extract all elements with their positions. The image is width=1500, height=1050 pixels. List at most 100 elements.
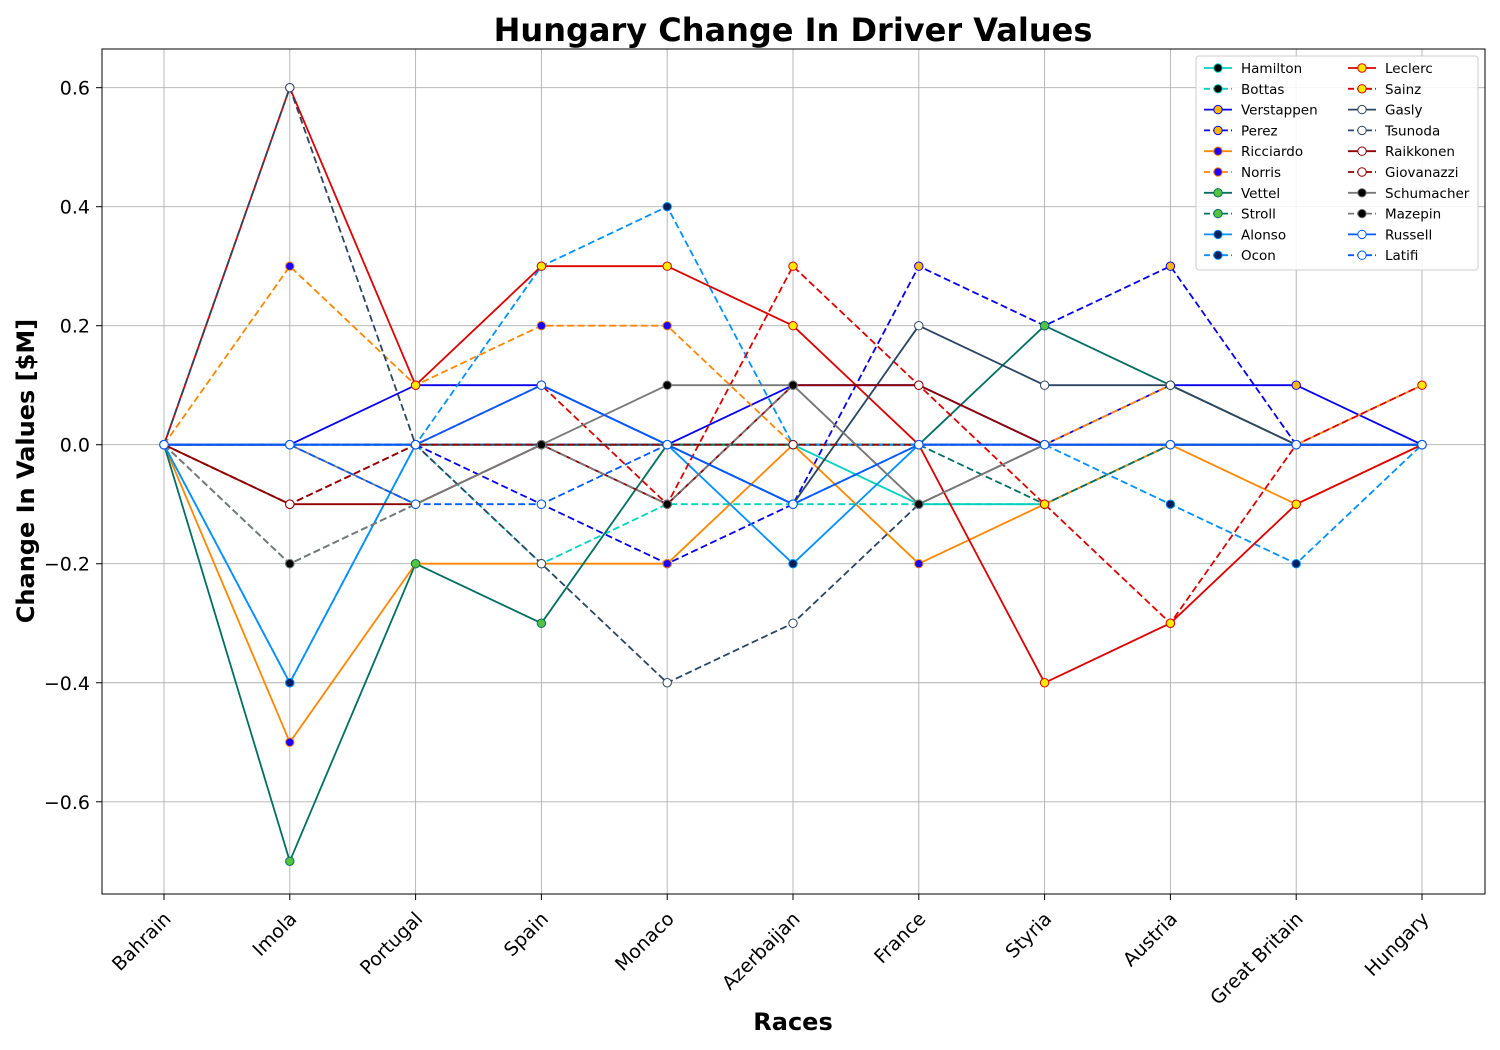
legend-marker <box>1357 125 1367 136</box>
x-tick-label: Spain <box>500 908 553 961</box>
legend-marker <box>1357 229 1367 240</box>
legend-entry: Latifi <box>1348 248 1418 264</box>
data-point-alonso <box>788 559 798 569</box>
legend-marker <box>1357 84 1367 94</box>
data-point-norris <box>536 321 547 331</box>
y-axis-label: Change In Values [$M] <box>12 319 40 623</box>
data-point-mazepin <box>285 559 295 569</box>
data-point-ocon <box>662 201 672 212</box>
legend-entry: Vettel <box>1204 186 1280 202</box>
legend-marker <box>1213 250 1223 260</box>
legend-marker <box>1213 188 1223 198</box>
legend-marker <box>1357 63 1367 73</box>
data-point-mazepin <box>788 380 798 390</box>
legend-entry: Perez <box>1204 123 1278 139</box>
data-point-ocon <box>285 678 295 688</box>
data-point-mazepin <box>662 499 672 509</box>
data-point-ricciardo <box>914 559 924 569</box>
x-axis-ticks: Bahrain Imola Portugal Spain Monaco Azerbaija… <box>108 894 1434 1009</box>
y-tick-label: 0.6 <box>60 78 90 100</box>
legend: Hamilton Bottas Verstappen Perez Ricciardo No… <box>1195 55 1479 271</box>
data-point-vettel <box>410 559 421 569</box>
legend-entry: Hamilton <box>1204 61 1302 77</box>
y-tick-label: 0.4 <box>60 197 90 219</box>
y-tick-label: −0.6 <box>44 792 90 814</box>
data-point-leclerc <box>788 321 798 331</box>
data-point-ricciardo <box>285 737 295 747</box>
legend-label: Perez <box>1241 123 1278 139</box>
legend-entry: Leclerc <box>1348 61 1433 77</box>
legend-entry: Bottas <box>1204 82 1284 98</box>
legend-marker <box>1357 208 1367 219</box>
legend-label: Norris <box>1241 165 1281 181</box>
data-point-perez <box>914 261 924 271</box>
legend-entry: Ocon <box>1204 248 1276 264</box>
data-point-ocon <box>1165 499 1176 509</box>
data-point-latifi <box>788 499 798 509</box>
data-point-latifi <box>410 499 421 509</box>
x-tick-label: Bahrain <box>108 908 176 976</box>
legend-label: Bottas <box>1241 82 1284 98</box>
data-point-verstappen <box>1291 380 1301 390</box>
legend-label: Schumacher <box>1385 186 1470 202</box>
legend-label: Alonso <box>1241 227 1286 243</box>
x-tick-label: Hungary <box>1361 908 1434 981</box>
legend-label: Vettel <box>1241 186 1280 202</box>
data-point-perez <box>1165 261 1176 271</box>
legend-marker <box>1213 146 1223 156</box>
legend-label: Leclerc <box>1385 61 1433 77</box>
data-point-gasly <box>914 321 924 331</box>
legend-entry: Verstappen <box>1204 103 1318 119</box>
legend-label: Verstappen <box>1241 103 1318 119</box>
data-point-leclerc <box>410 380 421 390</box>
data-point-russell <box>536 380 547 390</box>
data-point-schumacher <box>662 380 672 390</box>
y-tick-label: −0.4 <box>44 673 90 695</box>
data-point-norris <box>662 321 672 331</box>
data-point-latifi <box>1039 440 1050 450</box>
legend-label: Stroll <box>1241 207 1276 223</box>
legend-label: Ricciardo <box>1241 144 1303 160</box>
data-point-vettel <box>536 618 547 628</box>
x-tick-label: France <box>870 908 930 968</box>
legend-label: Ocon <box>1241 248 1276 264</box>
legend-marker <box>1357 167 1367 177</box>
legend-entry: Ricciardo <box>1204 144 1303 160</box>
y-tick-label: 0.0 <box>60 435 90 457</box>
x-tick-label: Azerbaijan <box>718 908 805 995</box>
data-point-tsunoda <box>536 559 547 569</box>
data-point-leclerc <box>662 261 672 271</box>
legend-entry: Schumacher <box>1348 186 1470 202</box>
legend-marker <box>1213 104 1223 115</box>
y-tick-label: −0.2 <box>44 554 90 576</box>
data-point-tsunoda <box>285 82 295 93</box>
legend-label: Raikkonen <box>1385 144 1455 160</box>
data-point-tsunoda <box>788 618 798 628</box>
data-point-leclerc <box>536 261 547 271</box>
legend-marker <box>1213 167 1223 177</box>
data-point-latifi <box>285 440 295 450</box>
data-point-ricciardo <box>662 559 672 569</box>
data-point-tsunoda <box>662 678 672 688</box>
x-tick-label: Monaco <box>611 908 679 976</box>
data-point-mazepin <box>914 499 924 509</box>
x-axis-label: Races <box>753 1008 832 1036</box>
x-tick-label: Great Britain <box>1206 908 1307 1009</box>
legend-marker <box>1357 146 1367 156</box>
data-point-latifi <box>914 440 924 450</box>
data-point-giovanazzi <box>788 440 798 450</box>
data-point-leclerc <box>1291 499 1301 509</box>
legend-label: Giovanazzi <box>1385 165 1459 181</box>
legend-entry: Tsunoda <box>1348 123 1440 139</box>
data-point-latifi <box>159 440 169 450</box>
legend-entry: Gasly <box>1348 103 1423 119</box>
legend-entry: Russell <box>1348 227 1432 243</box>
data-point-raikkonen <box>914 380 924 390</box>
legend-label: Tsunoda <box>1384 123 1440 139</box>
legend-marker <box>1213 63 1223 73</box>
legend-entry: Norris <box>1204 165 1281 181</box>
legend-marker <box>1357 250 1367 260</box>
data-point-gasly <box>1039 380 1050 390</box>
legend-label: Russell <box>1385 227 1432 243</box>
chart-title: Hungary Change In Driver Values <box>494 11 1093 49</box>
